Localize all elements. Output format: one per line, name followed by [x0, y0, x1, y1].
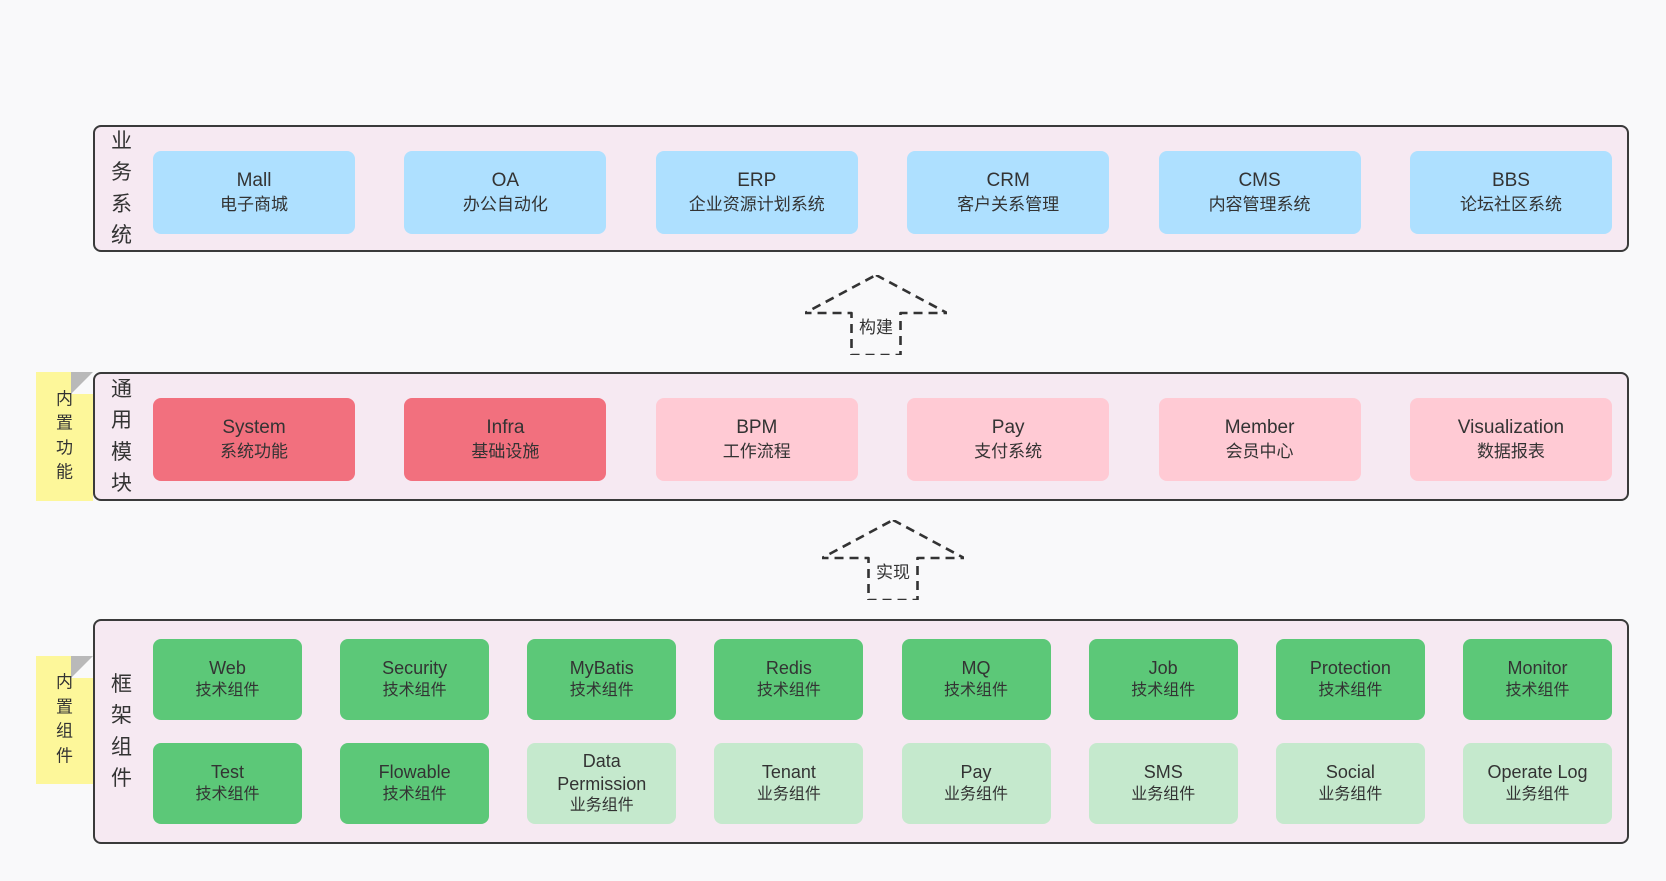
svg-text:构建: 构建 — [859, 318, 893, 337]
svg-text:实现: 实现 — [876, 563, 910, 582]
